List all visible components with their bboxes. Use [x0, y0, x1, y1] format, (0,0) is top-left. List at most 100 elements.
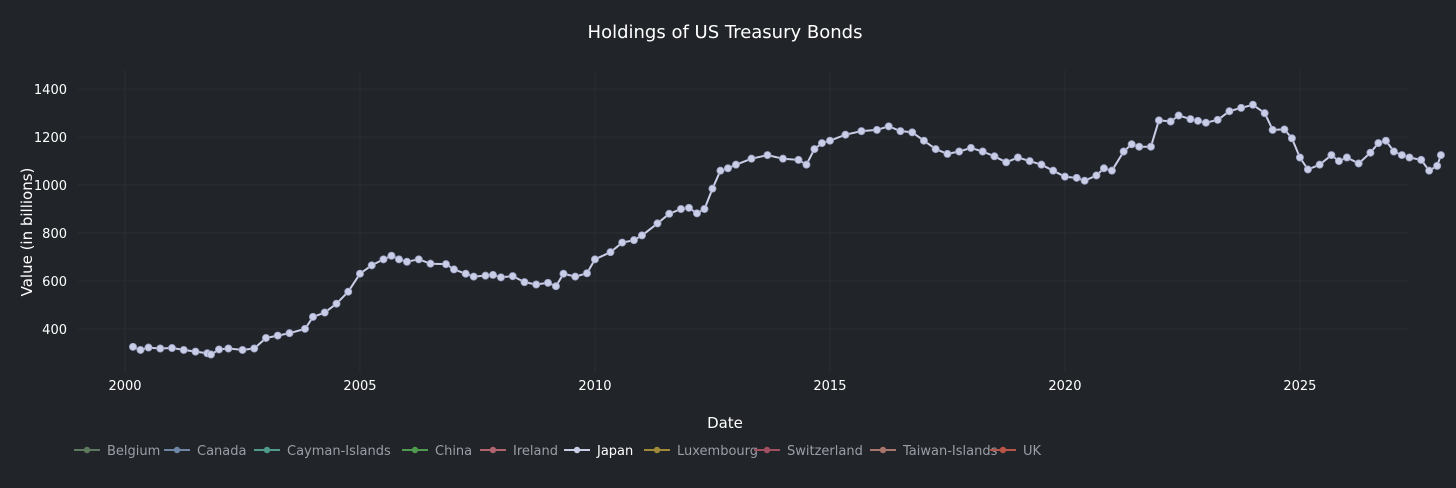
data-point[interactable]: [943, 149, 952, 158]
data-point[interactable]: [872, 125, 881, 134]
data-point[interactable]: [700, 205, 709, 214]
legend-item-luxembourg[interactable]: Luxembourg: [644, 444, 758, 459]
data-point[interactable]: [1060, 172, 1069, 181]
data-point[interactable]: [1002, 158, 1011, 167]
data-point[interactable]: [1342, 153, 1351, 162]
data-point[interactable]: [629, 236, 638, 245]
data-point[interactable]: [332, 299, 341, 308]
data-point[interactable]: [919, 136, 928, 145]
data-point[interactable]: [1154, 116, 1163, 125]
data-point[interactable]: [1303, 165, 1312, 174]
legend-item-taiwan-islands[interactable]: Taiwan-Islands: [870, 444, 998, 459]
data-point[interactable]: [1080, 176, 1089, 185]
data-point[interactable]: [1433, 161, 1442, 170]
data-point[interactable]: [285, 329, 294, 338]
data-point[interactable]: [551, 282, 560, 291]
data-point[interactable]: [1315, 160, 1324, 169]
data-point[interactable]: [1037, 160, 1046, 169]
data-point[interactable]: [990, 152, 999, 161]
data-point[interactable]: [1397, 151, 1406, 160]
data-point[interactable]: [394, 255, 403, 264]
data-point[interactable]: [179, 345, 188, 354]
data-point[interactable]: [1405, 153, 1414, 162]
data-point[interactable]: [1225, 107, 1234, 116]
data-point[interactable]: [1237, 103, 1246, 112]
data-point[interactable]: [1366, 148, 1375, 157]
data-point[interactable]: [1334, 157, 1343, 166]
data-point[interactable]: [1092, 171, 1101, 180]
data-point[interactable]: [1099, 164, 1108, 173]
data-point[interactable]: [1354, 159, 1363, 168]
data-point[interactable]: [665, 209, 674, 218]
data-point[interactable]: [488, 270, 497, 279]
data-point[interactable]: [802, 160, 811, 169]
data-point[interactable]: [955, 147, 964, 156]
data-point[interactable]: [637, 231, 646, 240]
data-point[interactable]: [496, 273, 505, 282]
data-point[interactable]: [543, 278, 552, 287]
data-point[interactable]: [402, 257, 411, 266]
data-point[interactable]: [692, 209, 701, 218]
data-point[interactable]: [387, 251, 396, 260]
data-point[interactable]: [214, 345, 223, 354]
data-point[interactable]: [355, 269, 364, 278]
data-point[interactable]: [1049, 166, 1058, 175]
data-point[interactable]: [966, 143, 975, 152]
data-point[interactable]: [1135, 142, 1144, 151]
data-point[interactable]: [320, 308, 329, 317]
data-point[interactable]: [810, 145, 819, 154]
data-point[interactable]: [723, 164, 732, 173]
series-japan[interactable]: [128, 100, 1445, 359]
legend-item-cayman-islands[interactable]: Cayman-Islands: [254, 444, 391, 459]
data-point[interactable]: [532, 280, 541, 289]
data-point[interactable]: [1268, 125, 1277, 134]
data-point[interactable]: [1119, 147, 1128, 156]
data-point[interactable]: [261, 333, 270, 342]
data-point[interactable]: [1287, 134, 1296, 143]
data-point[interactable]: [449, 265, 458, 274]
data-point[interactable]: [1072, 173, 1081, 182]
data-point[interactable]: [1295, 153, 1304, 162]
data-point[interactable]: [191, 347, 200, 356]
data-point[interactable]: [1013, 153, 1022, 162]
data-point[interactable]: [1107, 166, 1116, 175]
data-point[interactable]: [520, 278, 529, 287]
data-point[interactable]: [978, 147, 987, 156]
legend-item-switzerland[interactable]: Switzerland: [754, 444, 863, 459]
data-point[interactable]: [344, 287, 353, 296]
data-point[interactable]: [1389, 147, 1398, 156]
data-point[interactable]: [1213, 115, 1222, 124]
data-point[interactable]: [653, 219, 662, 228]
data-point[interactable]: [884, 122, 893, 131]
legend-item-ireland[interactable]: Ireland: [480, 444, 558, 459]
data-point[interactable]: [224, 344, 233, 353]
data-point[interactable]: [379, 255, 388, 264]
data-point[interactable]: [618, 238, 627, 247]
data-point[interactable]: [676, 205, 685, 214]
data-point[interactable]: [441, 260, 450, 269]
data-point[interactable]: [908, 128, 917, 137]
data-point[interactable]: [582, 269, 591, 278]
data-point[interactable]: [1381, 136, 1390, 145]
legend-item-japan[interactable]: Japan: [564, 444, 633, 459]
data-point[interactable]: [1248, 100, 1257, 109]
data-point[interactable]: [1201, 118, 1210, 127]
data-point[interactable]: [136, 345, 145, 354]
legend-item-canada[interactable]: Canada: [164, 444, 246, 459]
data-point[interactable]: [1174, 111, 1183, 120]
data-point[interactable]: [1146, 142, 1155, 151]
data-point[interactable]: [763, 151, 772, 160]
data-point[interactable]: [426, 259, 435, 268]
data-point[interactable]: [167, 344, 176, 353]
data-point[interactable]: [684, 203, 693, 212]
data-point[interactable]: [571, 272, 580, 281]
data-point[interactable]: [238, 345, 247, 354]
data-point[interactable]: [469, 272, 478, 281]
data-point[interactable]: [1193, 116, 1202, 125]
data-point[interactable]: [414, 255, 423, 264]
data-point[interactable]: [731, 160, 740, 169]
legend-item-uk[interactable]: UK: [990, 444, 1042, 459]
data-point[interactable]: [708, 184, 717, 193]
data-point[interactable]: [300, 324, 309, 333]
data-point[interactable]: [606, 248, 615, 257]
